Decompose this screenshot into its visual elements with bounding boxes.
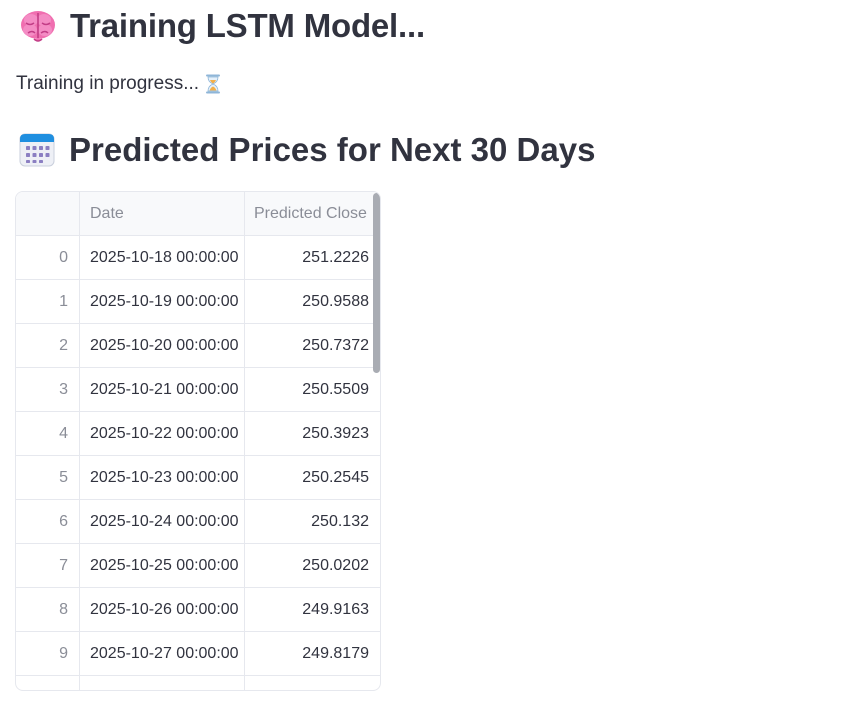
row-index-cell[interactable]: 4 — [16, 412, 80, 455]
table-row[interactable]: 4 2025-10-22 00:00:00 250.3923 — [16, 412, 380, 456]
table-row[interactable]: 2 2025-10-20 00:00:00 250.7372 — [16, 324, 380, 368]
page-title: Training LSTM Model... — [18, 4, 425, 48]
column-header-date[interactable]: Date — [80, 192, 245, 235]
row-index-cell[interactable]: 1 — [16, 280, 80, 323]
row-index-cell[interactable]: 9 — [16, 632, 80, 675]
table-row[interactable] — [16, 676, 380, 690]
row-index-cell[interactable]: 5 — [16, 456, 80, 499]
table-row[interactable]: 3 2025-10-21 00:00:00 250.5509 — [16, 368, 380, 412]
date-cell[interactable]: 2025-10-26 00:00:00 — [80, 588, 245, 631]
date-cell[interactable]: 2025-10-24 00:00:00 — [80, 500, 245, 543]
section-title-text: Predicted Prices for Next 30 Days — [69, 131, 596, 168]
row-index-cell[interactable]: 8 — [16, 588, 80, 631]
predicted-close-cell[interactable]: 250.3923 — [302, 425, 369, 442]
predicted-close-cell[interactable]: 251.2226 — [302, 249, 369, 266]
table-row[interactable]: 1 2025-10-19 00:00:00 250.9588 — [16, 280, 380, 324]
date-cell[interactable] — [80, 676, 245, 690]
predicted-close-cell[interactable]: 250.0202 — [302, 557, 369, 574]
page-title-text: Training LSTM Model... — [70, 7, 425, 44]
table-row[interactable]: 5 2025-10-23 00:00:00 250.2545 — [16, 456, 380, 500]
row-index-cell[interactable]: 7 — [16, 544, 80, 587]
predicted-close-cell[interactable] — [245, 676, 380, 690]
date-cell[interactable]: 2025-10-19 00:00:00 — [80, 280, 245, 323]
calendar-icon — [19, 132, 55, 168]
date-cell[interactable]: 2025-10-25 00:00:00 — [80, 544, 245, 587]
table-row[interactable]: 0 2025-10-18 00:00:00 251.2226 — [16, 236, 380, 280]
date-cell[interactable]: 2025-10-21 00:00:00 — [80, 368, 245, 411]
predicted-close-cell[interactable]: 250.2545 — [302, 469, 369, 486]
date-cell[interactable]: 2025-10-27 00:00:00 — [80, 632, 245, 675]
table-row[interactable]: 8 2025-10-26 00:00:00 249.9163 — [16, 588, 380, 632]
predicted-close-cell[interactable]: 250.132 — [311, 513, 369, 530]
row-index-cell[interactable]: 2 — [16, 324, 80, 367]
predicted-close-cell[interactable]: 250.7372 — [302, 337, 369, 354]
predicted-close-cell[interactable]: 250.9588 — [302, 293, 369, 310]
table-row[interactable]: 9 2025-10-27 00:00:00 249.8179 — [16, 632, 380, 676]
date-cell[interactable]: 2025-10-18 00:00:00 — [80, 236, 245, 279]
table-header-row: Date Predicted Close — [16, 192, 380, 236]
table-row[interactable]: 7 2025-10-25 00:00:00 250.0202 — [16, 544, 380, 588]
predicted-close-cell[interactable]: 249.9163 — [302, 601, 369, 618]
row-index-cell[interactable] — [16, 676, 80, 690]
section-title: Predicted Prices for Next 30 Days — [19, 128, 595, 172]
row-index-cell[interactable]: 0 — [16, 236, 80, 279]
hourglass-icon — [205, 74, 221, 94]
table-scrollbar[interactable] — [373, 193, 380, 373]
row-index-cell[interactable]: 6 — [16, 500, 80, 543]
date-cell[interactable]: 2025-10-23 00:00:00 — [80, 456, 245, 499]
date-cell[interactable]: 2025-10-22 00:00:00 — [80, 412, 245, 455]
row-index-cell[interactable]: 3 — [16, 368, 80, 411]
predicted-close-cell[interactable]: 249.8179 — [302, 645, 369, 662]
predicted-close-cell[interactable]: 250.5509 — [302, 381, 369, 398]
column-header-index[interactable] — [16, 192, 80, 235]
brain-icon — [18, 6, 58, 46]
table-row[interactable]: 6 2025-10-24 00:00:00 250.132 — [16, 500, 380, 544]
status-message: Training in progress... — [16, 71, 221, 97]
date-cell[interactable]: 2025-10-20 00:00:00 — [80, 324, 245, 367]
status-text: Training in progress... — [16, 73, 200, 94]
column-header-predicted-close[interactable]: Predicted Close — [254, 205, 367, 222]
predictions-table[interactable]: Date Predicted Close 0 2025-10-18 00:00:0… — [15, 191, 381, 691]
